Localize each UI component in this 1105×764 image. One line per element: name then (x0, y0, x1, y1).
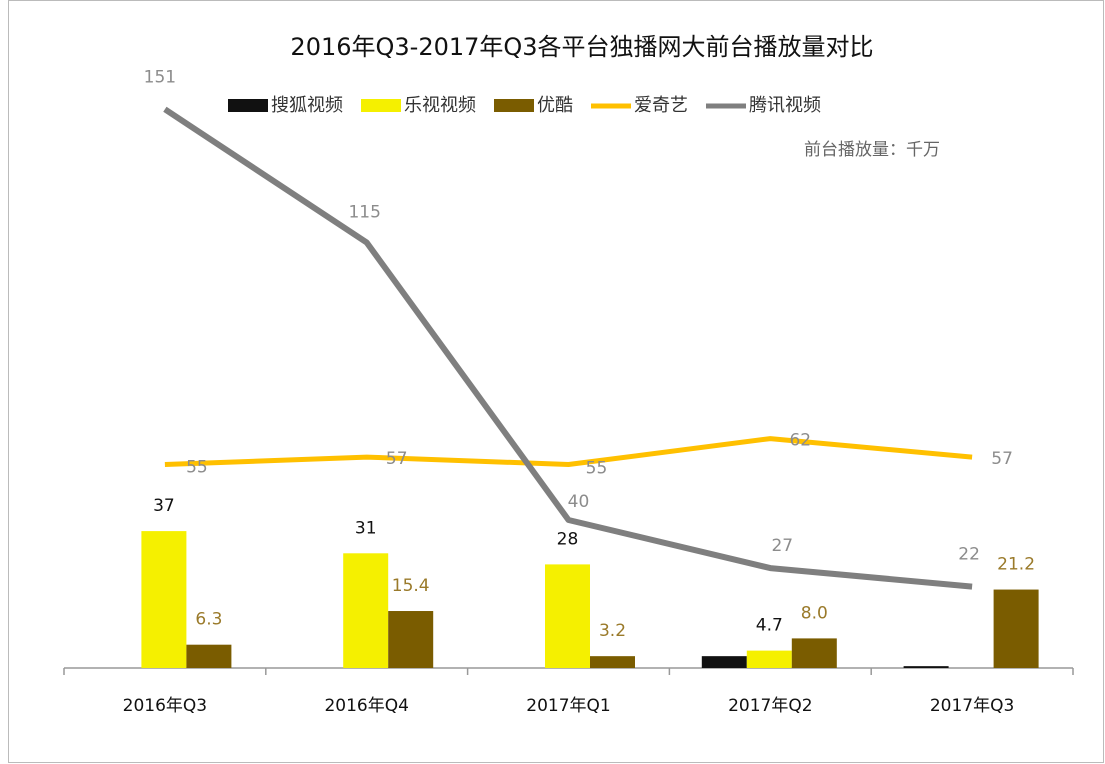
data-label: 40 (568, 492, 590, 512)
x-tick-label: 2016年Q3 (123, 696, 207, 716)
data-label: 55 (186, 458, 208, 478)
x-tick-label: 2017年Q2 (728, 696, 812, 716)
data-label: 57 (386, 449, 408, 469)
bar (590, 656, 635, 668)
bar (343, 553, 389, 668)
data-label: 115 (348, 203, 380, 223)
x-tick-label: 2017年Q1 (526, 696, 610, 716)
legend-label: 爱奇艺 (634, 95, 688, 116)
bar (545, 564, 590, 668)
x-tick-label: 2016年Q4 (324, 696, 408, 716)
chart-title: 2016年Q3-2017年Q3各平台独播网大前台播放量对比 (290, 33, 873, 61)
bar (746, 650, 792, 668)
data-label: 6.3 (195, 610, 222, 630)
legend-label: 优酷 (537, 95, 573, 116)
bar (791, 638, 837, 668)
legend-label: 乐视视频 (404, 95, 476, 116)
data-label: 21.2 (997, 555, 1035, 575)
data-label: 62 (789, 431, 811, 451)
legend-label: 腾讯视频 (749, 95, 821, 116)
line-series (164, 436, 973, 467)
legend-swatch (494, 99, 534, 112)
legend-swatch (361, 99, 401, 112)
data-label: 22 (958, 545, 980, 565)
unit-note: 前台播放量：千万 (804, 140, 940, 160)
data-label: 4.7 (756, 616, 783, 636)
data-label: 57 (991, 449, 1013, 469)
data-label: 55 (586, 459, 608, 479)
line-series (163, 106, 973, 590)
bar (186, 644, 232, 668)
bar (903, 666, 949, 668)
data-label: 151 (144, 67, 176, 87)
data-label: 37 (153, 496, 175, 516)
data-label: 8.0 (801, 603, 828, 623)
data-label: 28 (557, 529, 579, 549)
data-label: 15.4 (392, 576, 430, 596)
x-tick-label: 2017年Q3 (930, 696, 1014, 716)
legend-swatch (228, 99, 268, 112)
bar (993, 589, 1039, 668)
data-label: 27 (771, 536, 793, 556)
bar (141, 531, 187, 668)
bar (701, 656, 747, 668)
data-label: 3.2 (599, 621, 626, 641)
bar (388, 611, 434, 668)
legend-label: 搜狐视频 (271, 95, 343, 116)
data-label: 31 (355, 518, 377, 538)
